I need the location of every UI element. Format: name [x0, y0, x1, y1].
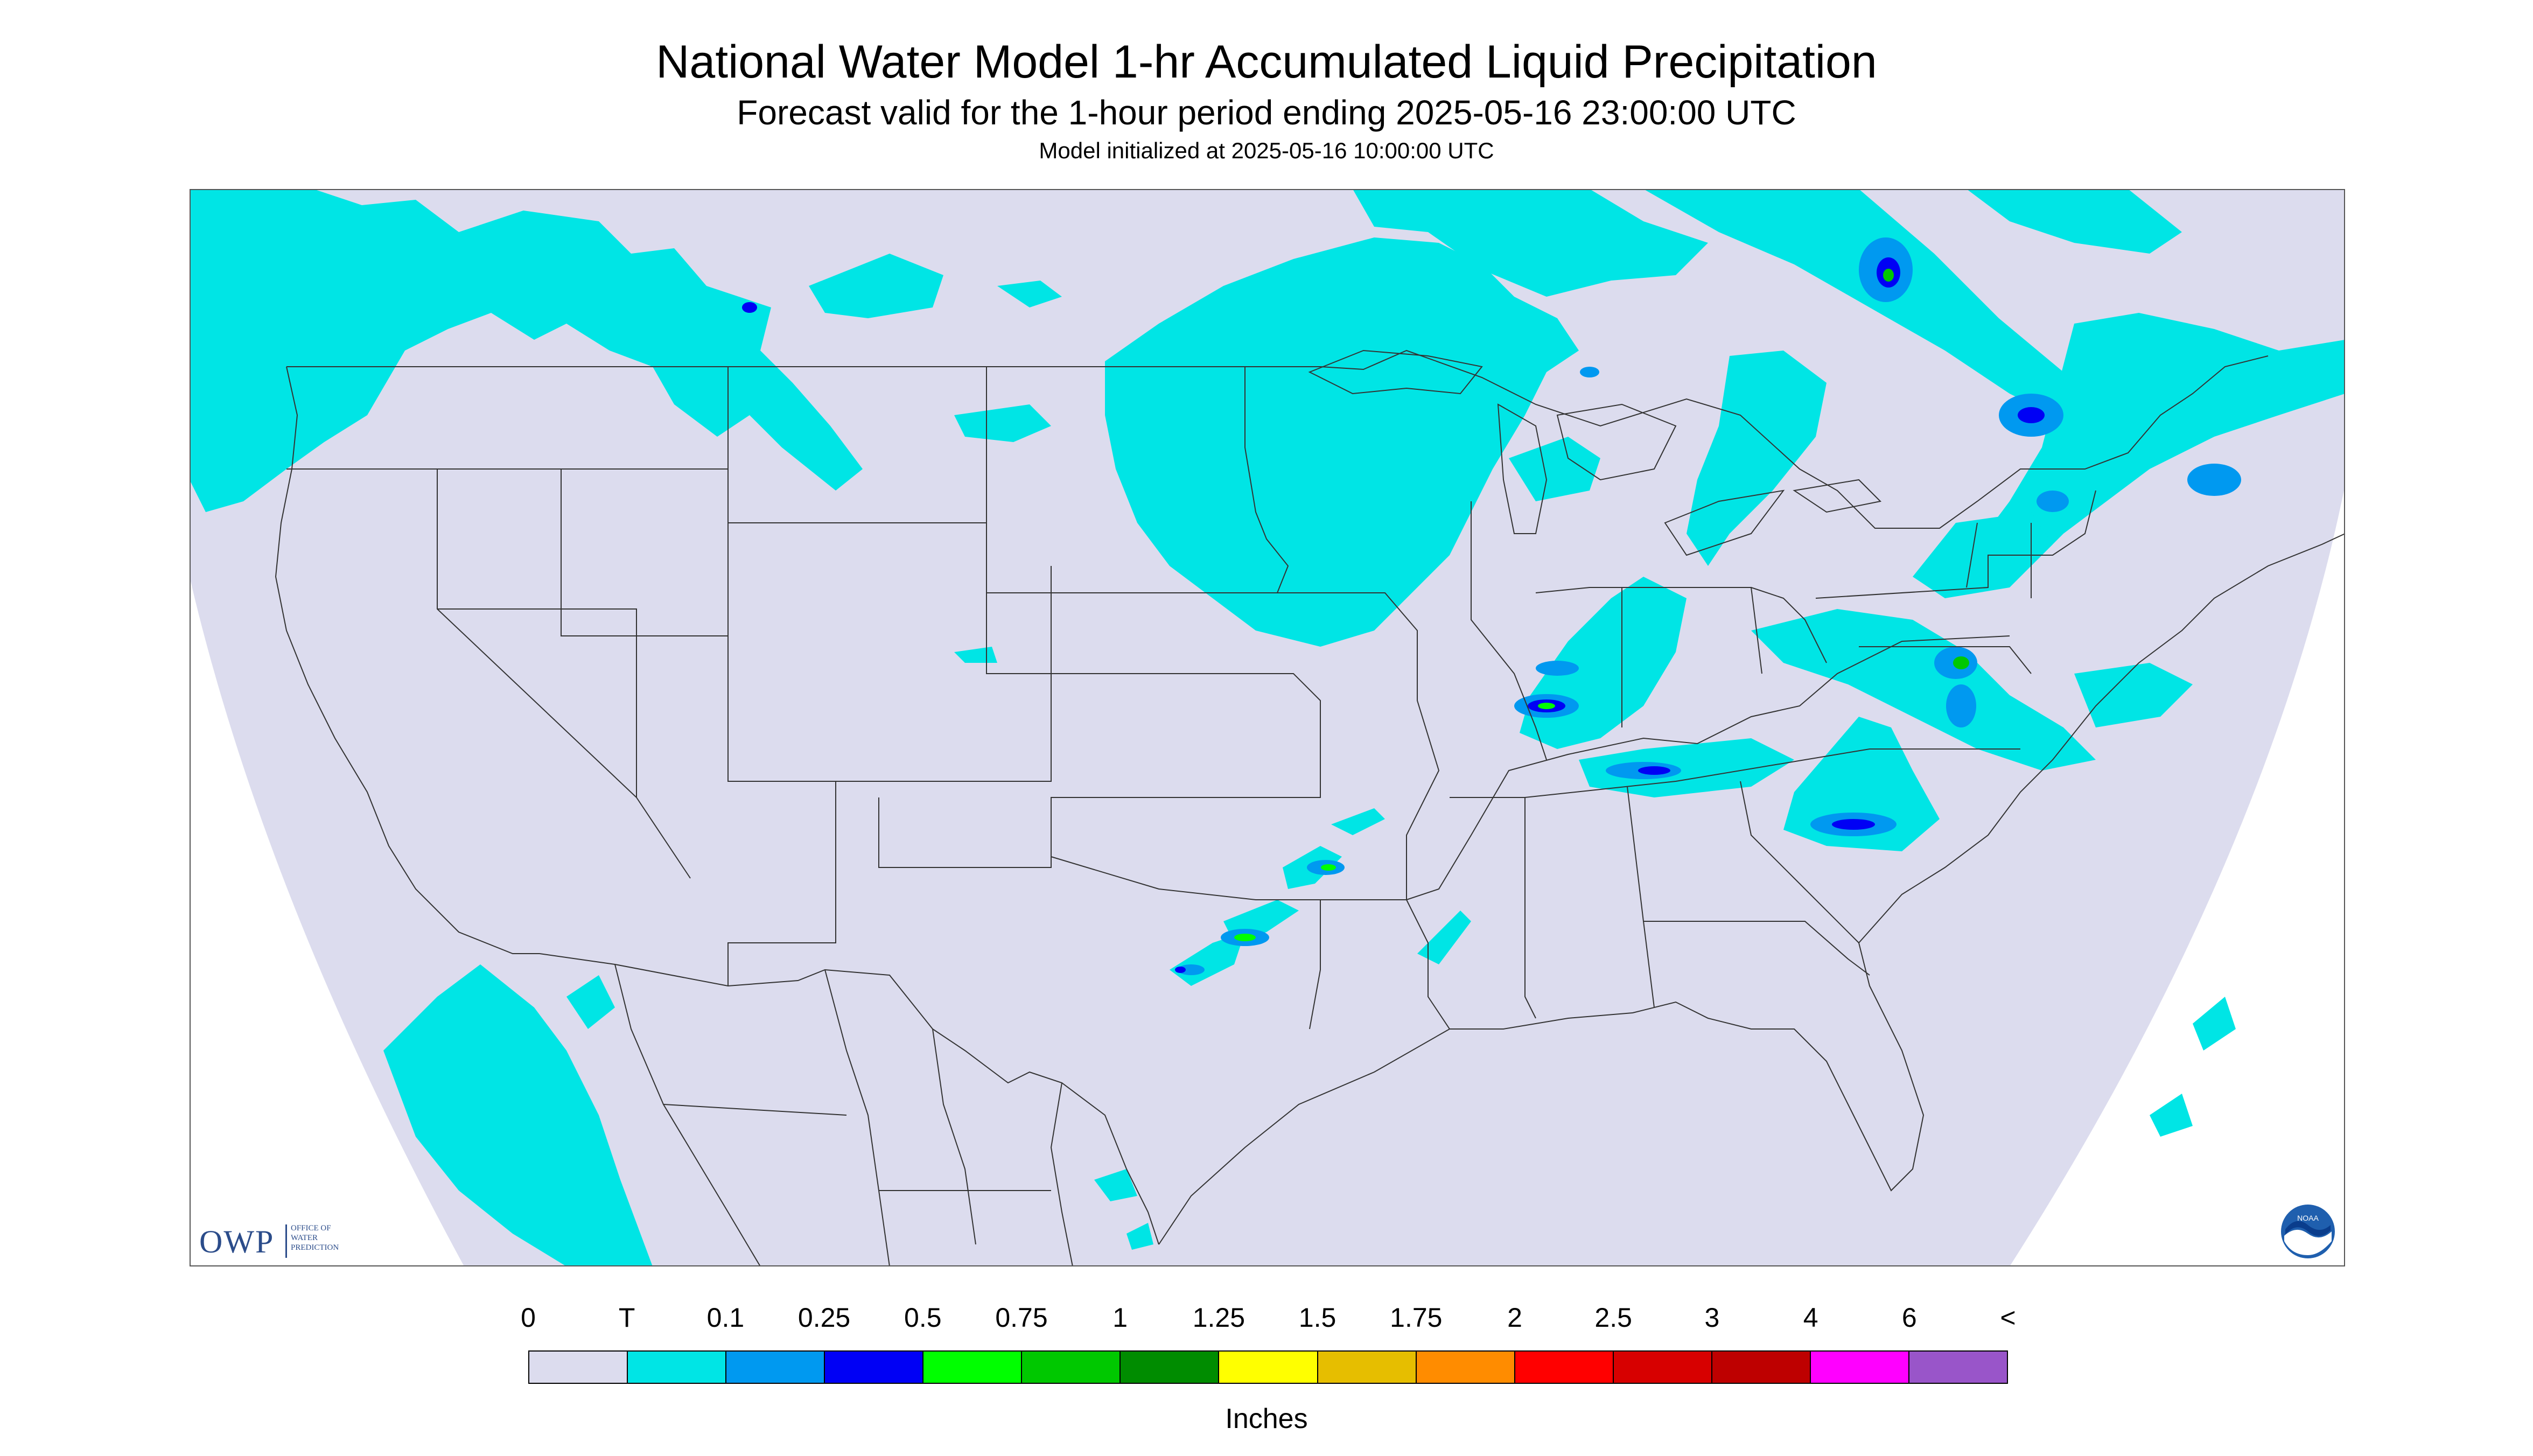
- light-precip-areas: [190, 189, 2345, 1266]
- legend-swatch: [1121, 1352, 1220, 1383]
- legend-tick-label: 3: [1704, 1303, 1720, 1333]
- legend-swatch: [1022, 1352, 1121, 1383]
- legend-tick-label: T: [618, 1303, 635, 1333]
- map-subtitle: Forecast valid for the 1-hour period end…: [737, 93, 1796, 132]
- boundaries: [275, 349, 2345, 1245]
- legend-tick-label: <: [2000, 1303, 2016, 1333]
- legend-swatch: [1318, 1352, 1417, 1383]
- legend-colorbar: [528, 1350, 2008, 1384]
- legend-tick-label: 2.5: [1594, 1303, 1632, 1333]
- owp-logo-letters: OWP: [199, 1224, 275, 1259]
- legend-tick-label: 0.25: [797, 1303, 851, 1333]
- legend-swatch: [1810, 1352, 1909, 1383]
- legend-tick-label: 1: [1112, 1303, 1128, 1333]
- moderate-precip-cores: [742, 237, 2241, 975]
- legend-tick-label: 1.25: [1192, 1303, 1245, 1333]
- owp-logo-line-2: WATER: [291, 1234, 318, 1242]
- owp-logo-subtext: OFFICE OF WATER PREDICTION: [291, 1223, 339, 1252]
- legend-tick-labels: 0 T 0.1 0.25 0.5 0.75 1 1.25 1.5 1.75 2 2.5 3 4 6 <: [0, 1302, 2533, 1340]
- legend-swatch: [726, 1352, 825, 1383]
- mexico-boundaries: [614, 964, 1073, 1266]
- legend-swatch: [1613, 1352, 1712, 1383]
- legend-swatch: [923, 1352, 1023, 1383]
- owp-logo-line-3: PREDICTION: [291, 1243, 339, 1252]
- legend-tick-label: 0.75: [995, 1303, 1048, 1333]
- noaa-logo-text: NOAA: [2297, 1214, 2319, 1222]
- legend-swatch: [1416, 1352, 1515, 1383]
- legend-tick-label: 1.75: [1390, 1303, 1443, 1333]
- legend-swatch: [1515, 1352, 1614, 1383]
- legend-swatch: [1909, 1352, 2007, 1383]
- legend-tick-label: 0.1: [706, 1303, 745, 1333]
- legend-swatch: [825, 1352, 924, 1383]
- map-title: National Water Model 1-hr Accumulated Li…: [656, 36, 1877, 88]
- owp-logo-line-1: OFFICE OF: [291, 1224, 331, 1233]
- init-time-line: Model initialized at 2025-05-16 10:00:00…: [1039, 138, 1494, 163]
- legend-tick-label: 1.5: [1298, 1303, 1337, 1333]
- legend-swatch: [628, 1352, 727, 1383]
- legend-units: Inches: [1225, 1403, 1308, 1434]
- legend-tick-label: 2: [1507, 1303, 1522, 1333]
- legend-tick-label: 6: [1901, 1303, 1917, 1333]
- owp-logo-divider: [285, 1224, 287, 1258]
- legend-tick-label: 0: [521, 1303, 536, 1333]
- legend-swatch: [529, 1352, 628, 1383]
- legend-tick-label: 4: [1803, 1303, 1818, 1333]
- legend-swatch: [1219, 1352, 1318, 1383]
- legend-tick-label: 0.5: [904, 1303, 942, 1333]
- precipitation-map: [190, 189, 2345, 1266]
- owp-logo: OWP OFFICE OF WATER PREDICTION: [199, 1221, 377, 1264]
- legend-swatch: [1712, 1352, 1811, 1383]
- noaa-logo: NOAA: [2280, 1203, 2336, 1259]
